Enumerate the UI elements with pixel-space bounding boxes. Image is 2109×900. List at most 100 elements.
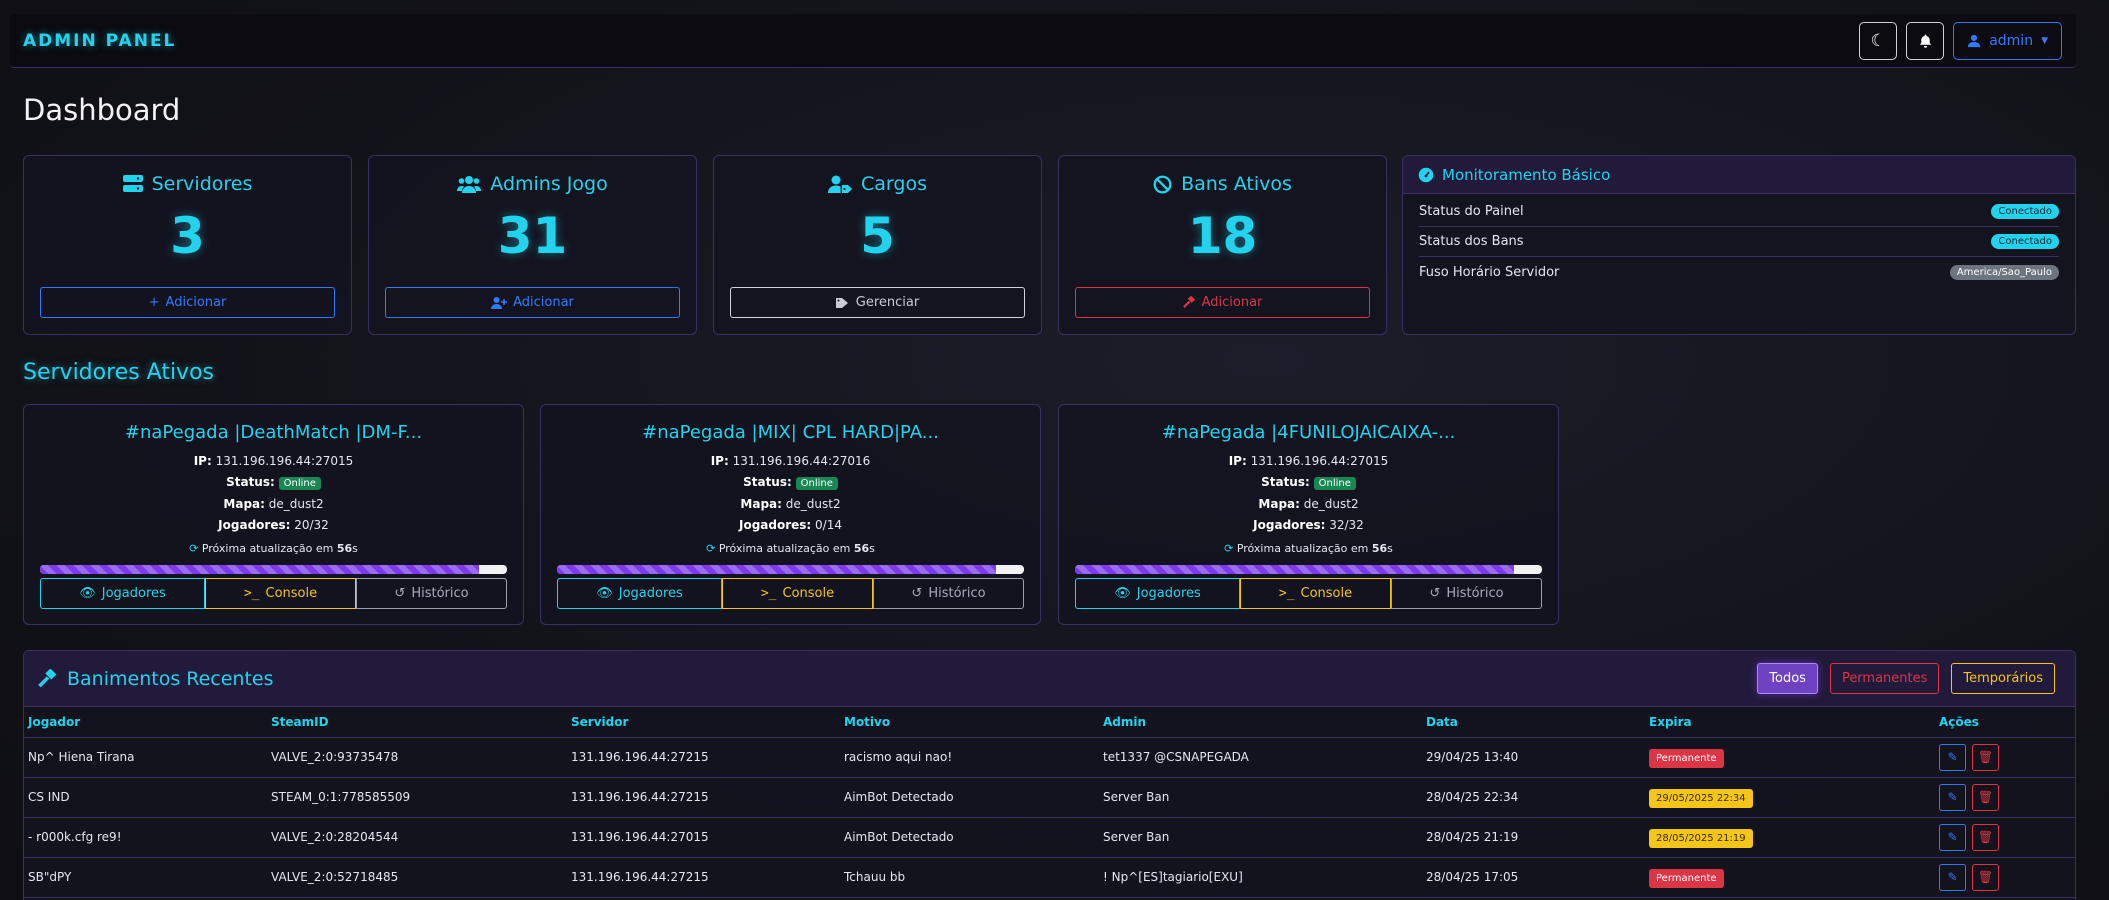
button-label: Jogadores: [1136, 586, 1201, 601]
server-name[interactable]: #naPegada |MIX| CPL HARD|PA...: [642, 422, 939, 443]
server-name[interactable]: #naPegada |4FUNILOJAICAIXA-...: [1161, 422, 1456, 443]
button-label: Jogadores: [101, 586, 166, 601]
top-navbar: ADMIN PANEL ☾ admin ▼: [10, 14, 2076, 68]
players-button[interactable]: 👁 Jogadores: [1075, 578, 1240, 609]
refresh-text: Próxima atualização em: [201, 542, 334, 555]
filter-permanent-button[interactable]: Permanentes: [1829, 663, 1940, 694]
history-icon: ↺: [394, 586, 406, 601]
user-menu-dropdown[interactable]: admin ▼: [1953, 21, 2062, 60]
refresh-countdown: ⟳ Próxima atualização em 56s: [24, 542, 523, 555]
button-label: Gerenciar: [855, 295, 920, 310]
server-players: 0/14: [815, 518, 842, 532]
history-button[interactable]: ↺ Histórico: [1391, 578, 1542, 609]
button-label: Adicionar: [513, 295, 574, 310]
refresh-text: Próxima atualização em: [718, 542, 851, 555]
delete-ban-button[interactable]: 🗑: [1972, 743, 1999, 771]
admin-cell: Server Ban: [1099, 817, 1422, 858]
date-cell: 29/04/25 13:40: [1422, 737, 1645, 778]
plus-icon: +: [148, 295, 160, 310]
refresh-seconds: 56: [853, 542, 870, 555]
delete-ban-button[interactable]: 🗑: [1972, 823, 1999, 851]
history-icon: ↺: [1429, 586, 1441, 601]
edit-ban-button[interactable]: ✎: [1939, 823, 1966, 851]
eye-icon: 👁: [596, 586, 613, 601]
refresh-unit: s: [352, 542, 358, 555]
edit-icon: ✎: [1947, 830, 1958, 844]
expires-badge: Permanente: [1649, 869, 1724, 888]
admin-cell: ! Np^[ES]tagiario[EXU]: [1099, 857, 1422, 898]
expires-badge: Permanente: [1649, 749, 1724, 768]
status-label: Status:: [1261, 475, 1310, 489]
filter-all-button[interactable]: Todos: [1757, 663, 1818, 694]
top-actions: ☾ admin ▼: [1859, 21, 2062, 60]
column-header[interactable]: Motivo: [840, 707, 1099, 738]
manage-roles-button[interactable]: Gerenciar: [730, 287, 1025, 318]
theme-toggle-button[interactable]: ☾: [1859, 21, 1898, 60]
brand-logo[interactable]: ADMIN PANEL: [23, 30, 177, 51]
history-button[interactable]: ↺ Histórico: [873, 578, 1024, 609]
delete-ban-button[interactable]: 🗑: [1972, 783, 1999, 811]
column-header[interactable]: Expira: [1645, 707, 1935, 738]
servers-section-title: Servidores Ativos: [23, 360, 214, 385]
timezone-badge: America/Sao_Paulo: [1949, 264, 2059, 280]
button-label: Histórico: [1446, 586, 1504, 601]
page-title: Dashboard: [23, 93, 181, 127]
console-button[interactable]: >_ Console: [205, 578, 356, 609]
server-name[interactable]: #naPegada |DeathMatch |DM-F...: [124, 422, 423, 443]
console-button[interactable]: >_ Console: [1240, 578, 1391, 609]
stat-value: 31: [497, 207, 568, 265]
bans-table: Jogador SteamID Servidor Motivo Admin Da…: [24, 707, 2075, 898]
terminal-icon: >_: [1278, 586, 1295, 601]
map-label: Mapa:: [1258, 497, 1300, 511]
button-label: Console: [265, 586, 318, 601]
gavel-icon: [1182, 296, 1195, 308]
gauge-icon: [1418, 167, 1434, 182]
refresh-progress-bar: [557, 565, 1024, 574]
console-button[interactable]: >_ Console: [722, 578, 873, 609]
sync-icon: ⟳: [189, 542, 199, 555]
stat-label: Bans Ativos: [1181, 173, 1292, 195]
monitor-row: Fuso Horário Servidor America/Sao_Paulo: [1419, 257, 2059, 287]
progress-fill: [557, 565, 996, 574]
column-header[interactable]: Servidor: [567, 707, 840, 738]
admin-cell: Server Ban: [1099, 777, 1422, 818]
refresh-seconds: 56: [336, 542, 353, 555]
delete-ban-button[interactable]: 🗑: [1972, 863, 1999, 891]
caret-down-icon: ▼: [2041, 35, 2048, 46]
filter-temporary-button[interactable]: Temporários: [1951, 663, 2055, 694]
trash-icon: 🗑: [1977, 830, 1994, 844]
edit-ban-button[interactable]: ✎: [1939, 783, 1966, 811]
status-badge: Conectado: [1991, 234, 2059, 249]
players-button[interactable]: 👁 Jogadores: [40, 578, 205, 609]
column-header[interactable]: Admin: [1099, 707, 1422, 738]
ip-label: IP:: [710, 454, 729, 468]
player-cell: Np^ Hiena Tirana: [24, 737, 267, 778]
players-button[interactable]: 👁 Jogadores: [557, 578, 722, 609]
trash-icon: 🗑: [1977, 750, 1994, 764]
button-label: Console: [782, 586, 835, 601]
actions-cell: ✎ 🗑: [1935, 817, 2075, 858]
column-header[interactable]: Data: [1422, 707, 1645, 738]
stat-label: Admins Jogo: [490, 173, 608, 195]
column-header[interactable]: Jogador: [24, 707, 267, 738]
monitoring-panel: Monitoramento Básico Status do Painel Co…: [1402, 155, 2076, 335]
bans-title: Banimentos Recentes: [67, 667, 274, 690]
table-row: Np^ Hiena Tirana VALVE_2:0:93735478 131.…: [24, 737, 2075, 778]
server-players: 20/32: [294, 518, 329, 532]
refresh-unit: s: [869, 542, 875, 555]
history-button[interactable]: ↺ Histórico: [356, 578, 507, 609]
monitor-label: Status do Painel: [1419, 204, 1524, 219]
server-card: #naPegada |4FUNILOJAICAIXA-... IP: 131.1…: [1058, 404, 1559, 625]
button-label: Console: [1300, 586, 1353, 601]
edit-ban-button[interactable]: ✎: [1939, 743, 1966, 771]
add-admin-button[interactable]: Adicionar: [385, 287, 680, 318]
add-ban-button[interactable]: Adicionar: [1075, 287, 1370, 318]
stat-value: 18: [1187, 207, 1258, 265]
column-header[interactable]: SteamID: [267, 707, 567, 738]
button-label: Adicionar: [165, 295, 227, 310]
notifications-button[interactable]: [1906, 21, 1945, 60]
user-name: admin: [1989, 32, 2034, 49]
add-server-button[interactable]: + Adicionar: [40, 287, 335, 318]
stat-card-bans: Bans Ativos 18 Adicionar: [1058, 155, 1387, 335]
edit-ban-button[interactable]: ✎: [1939, 863, 1966, 891]
